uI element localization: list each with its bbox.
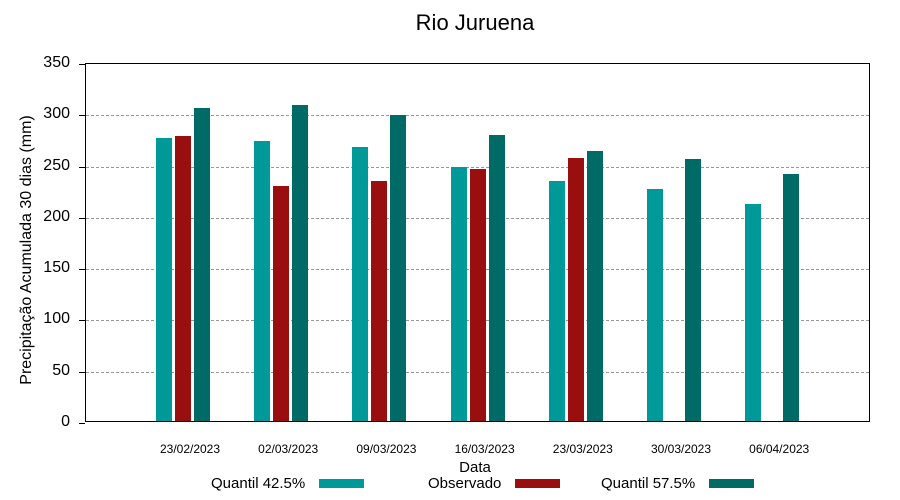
x-tick-label: 23/03/2023 — [552, 442, 613, 456]
x-tick-label: 02/03/2023 — [258, 442, 319, 456]
y-tick-label: 200 — [43, 207, 70, 225]
y-tick-label: 250 — [43, 156, 70, 174]
bar-quantil-57-5--1 — [292, 105, 309, 421]
x-tick-label: 16/03/2023 — [454, 442, 515, 456]
bar-quantil-57-5--6 — [783, 173, 800, 421]
bar-quantil-57-5--4 — [586, 151, 603, 421]
legend-swatch — [515, 479, 561, 488]
legend-item: Quantil 57.5% — [601, 475, 755, 492]
bar-quantil-42-5--2 — [352, 147, 369, 421]
legend-label: Observado — [428, 475, 502, 492]
y-tick — [79, 64, 85, 65]
y-tick — [79, 115, 85, 117]
plot-area — [79, 63, 870, 424]
legend-item: Quantil 42.5% — [211, 475, 365, 492]
y-tick — [79, 423, 85, 424]
gridline — [86, 166, 869, 168]
bar-quantil-57-5--3 — [488, 134, 505, 421]
bar-observado-3 — [469, 168, 486, 421]
y-tick — [79, 217, 85, 219]
y-tick-label: 350 — [43, 54, 70, 71]
bar-quantil-42-5--0 — [156, 137, 172, 421]
y-tick — [79, 269, 85, 271]
x-tick-label: 30/03/2023 — [650, 442, 712, 456]
y-tick-label: 0 — [61, 413, 70, 430]
legend-label: Quantil 42.5% — [211, 475, 306, 492]
x-tick-label: 23/02/2023 — [159, 442, 221, 456]
chart-title: Rio Juruena — [415, 10, 535, 35]
bar-observado-0 — [175, 135, 191, 421]
y-tick-label: 150 — [43, 259, 70, 277]
bar-quantil-42-5--5 — [647, 189, 663, 421]
y-tick — [79, 166, 85, 168]
bar-quantil-42-5--1 — [254, 140, 271, 421]
bar-observado-1 — [273, 186, 290, 421]
legend-swatch — [709, 479, 755, 488]
legend-swatch — [319, 479, 365, 488]
bar-quantil-42-5--4 — [548, 180, 565, 421]
bar-quantil-57-5--0 — [194, 108, 210, 421]
x-tick-label: 06/04/2023 — [749, 442, 810, 456]
bar-observado-4 — [567, 158, 584, 421]
bar-quantil-57-5--2 — [390, 115, 407, 421]
bar-observado-2 — [371, 180, 388, 421]
y-tick — [79, 371, 85, 373]
bar-quantil-57-5--5 — [685, 159, 701, 421]
bar-quantil-42-5--3 — [450, 166, 467, 421]
y-tick-label: 300 — [43, 105, 70, 123]
y-tick — [79, 320, 85, 322]
legend-item: Observado — [428, 475, 561, 492]
y-tick-label: 50 — [52, 361, 70, 379]
x-tick-label: 09/03/2023 — [356, 442, 417, 456]
x-axis-label: Data — [459, 459, 491, 476]
y-tick-label: 100 — [43, 310, 70, 328]
gridline — [86, 115, 869, 117]
bar-quantil-42-5--6 — [745, 203, 762, 421]
legend-label: Quantil 57.5% — [601, 475, 696, 492]
